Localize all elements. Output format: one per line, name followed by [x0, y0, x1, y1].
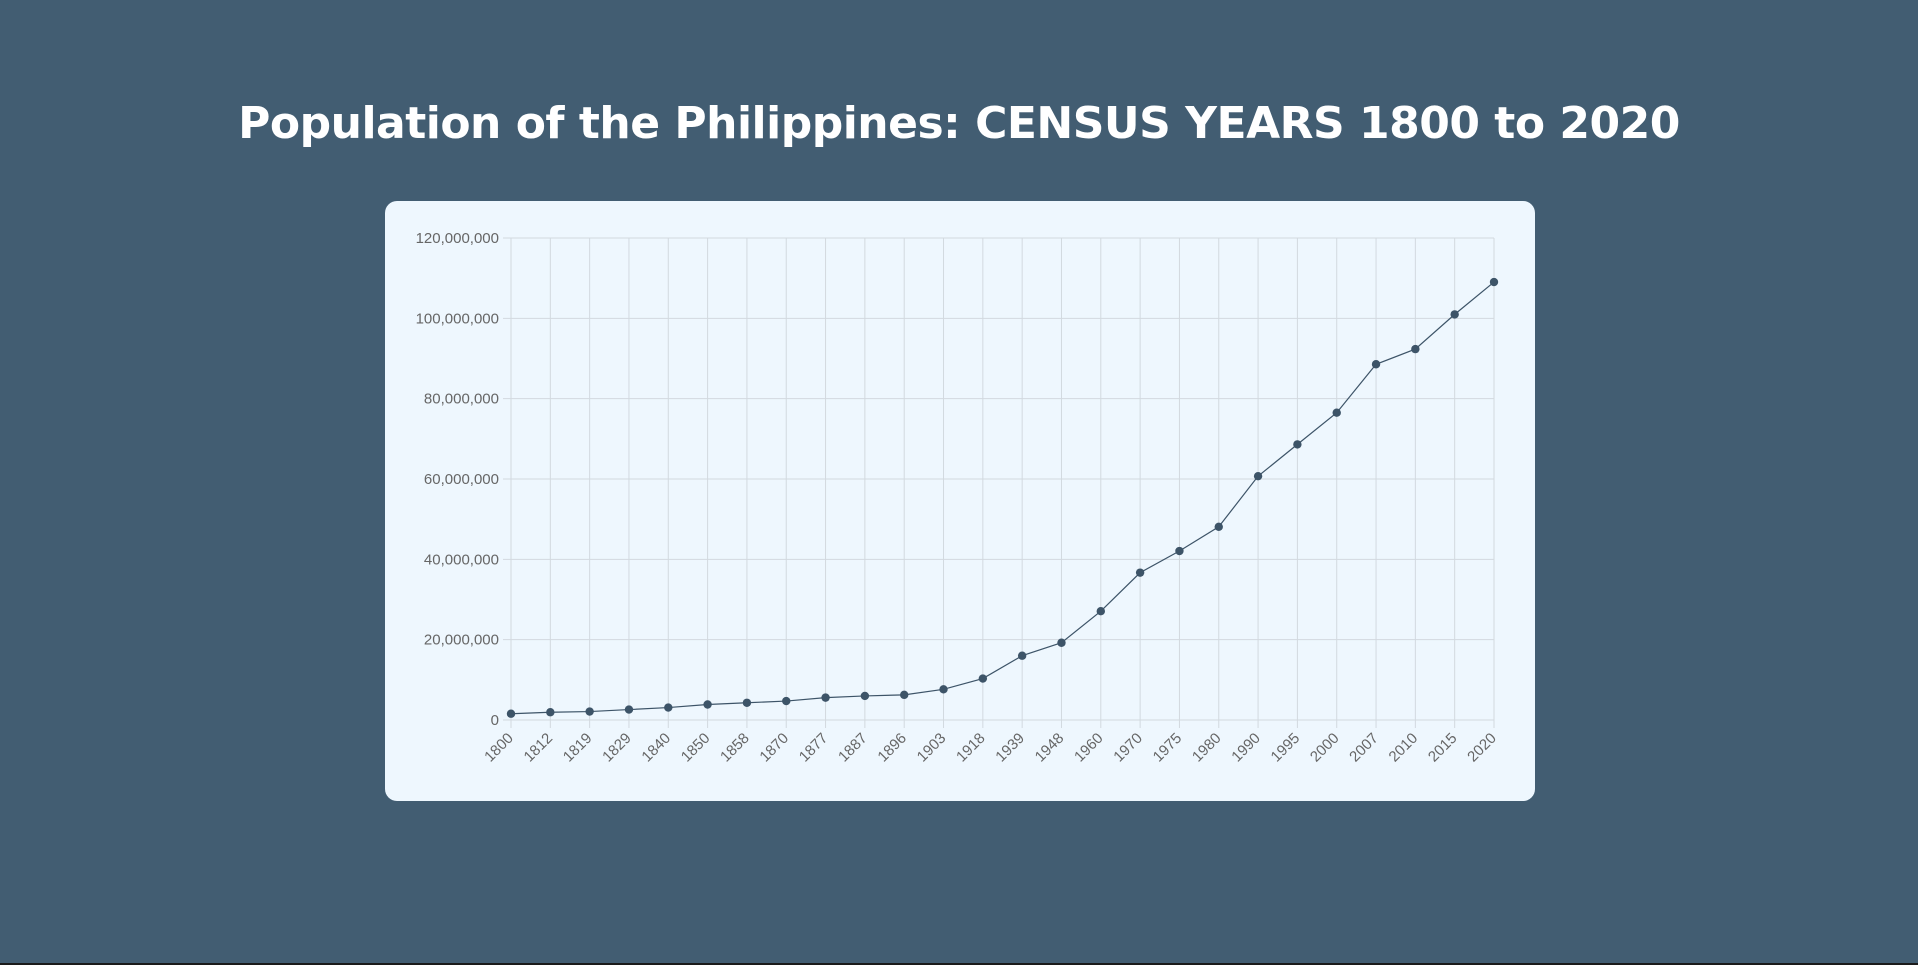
y-axis-tick-labels: 120,000,000 100,000,000 80,000,000 60,000,0…	[416, 230, 499, 729]
x-tick-label: 1887	[835, 730, 871, 766]
data-point	[664, 703, 673, 712]
data-point	[978, 674, 988, 683]
x-tick-label: 1995	[1268, 730, 1304, 766]
y-tick-label: 20,000,000	[424, 632, 499, 649]
x-tick-label: 1903	[914, 730, 950, 766]
data-point	[1135, 568, 1145, 577]
x-tick-label: 1850	[678, 730, 714, 766]
x-tick-label: 1858	[717, 730, 753, 766]
data-point	[1489, 277, 1499, 287]
y-tick-label: 80,000,000	[424, 391, 499, 408]
x-tick-label: 2000	[1307, 730, 1343, 766]
page-title: Population of the Philippines: CENSUS YE…	[238, 98, 1680, 149]
data-point	[939, 685, 948, 694]
data-point	[1293, 440, 1302, 449]
x-tick-label: 1800	[481, 730, 517, 766]
y-tick-label: 40,000,000	[424, 551, 499, 568]
data-point	[624, 705, 634, 714]
x-tick-label: 1829	[599, 730, 635, 766]
data-point	[821, 693, 830, 702]
x-tick-label: 1960	[1071, 730, 1107, 766]
chart-card: 120,000,000 100,000,000 80,000,000 60,000,0…	[385, 201, 1535, 801]
x-axis-tick-labels: 1800 1812 1819 1829 1840 1850 1858 1870 1877 1887…	[481, 730, 1500, 766]
series-line	[510, 281, 1495, 715]
x-tick-label: 1975	[1150, 730, 1186, 766]
y-tick-label: 60,000,000	[424, 471, 499, 488]
y-tick-label: 120,000,000	[416, 230, 499, 247]
x-tick-label: 1812	[521, 730, 557, 766]
x-tick-label: 1840	[638, 730, 674, 766]
x-tick-label: 2015	[1425, 730, 1461, 766]
data-point	[1214, 522, 1223, 532]
x-tick-label: 1896	[874, 730, 910, 766]
x-tick-label: 1990	[1228, 730, 1264, 766]
x-tick-label: 2020	[1464, 730, 1500, 766]
x-tick-label: 1980	[1189, 730, 1225, 766]
population-line-chart: 120,000,000 100,000,000 80,000,000 60,000,0…	[416, 230, 1500, 766]
population-series	[506, 277, 1499, 718]
data-point	[546, 708, 555, 717]
x-tick-label: 2007	[1346, 730, 1382, 766]
data-point	[1017, 651, 1027, 660]
x-tick-label: 1948	[1032, 730, 1068, 766]
y-tick-label: 100,000,000	[416, 310, 499, 327]
data-point	[506, 709, 516, 718]
data-point	[1096, 606, 1105, 616]
x-tick-label: 1918	[953, 730, 989, 766]
data-point	[1057, 638, 1066, 647]
data-point	[1253, 471, 1263, 481]
data-point	[1175, 546, 1184, 556]
data-point	[703, 700, 712, 709]
x-tick-label: 2010	[1386, 730, 1422, 766]
x-tick-label: 1939	[992, 730, 1028, 766]
data-point	[585, 707, 594, 716]
data-point	[1450, 310, 1459, 319]
data-point	[1371, 360, 1381, 369]
grid-lines	[503, 237, 1495, 728]
data-point	[782, 696, 791, 706]
x-tick-label: 1970	[1110, 730, 1146, 766]
data-point	[900, 690, 909, 700]
bottom-border	[0, 963, 1918, 965]
data-point	[1332, 408, 1341, 417]
x-tick-label: 1870	[756, 730, 792, 766]
data-point	[860, 691, 870, 701]
y-tick-label: 0	[491, 712, 499, 729]
data-point	[1411, 344, 1420, 354]
x-tick-label: 1877	[796, 730, 832, 766]
data-point	[742, 698, 752, 707]
x-tick-label: 1819	[560, 730, 596, 766]
